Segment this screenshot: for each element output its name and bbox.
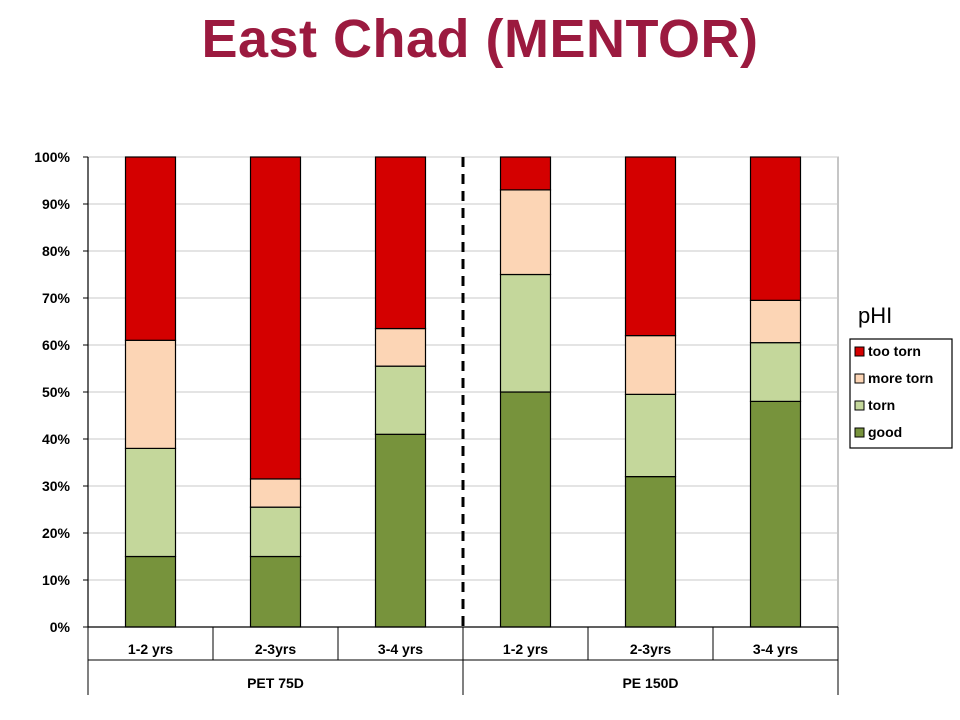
legend-swatch bbox=[854, 427, 865, 438]
gridlines bbox=[87, 156, 839, 628]
y-tick-label: 30% bbox=[42, 478, 71, 494]
bar-segment bbox=[124, 555, 177, 628]
bar-segment bbox=[374, 156, 427, 330]
y-tick-label: 90% bbox=[42, 196, 71, 212]
slide-title: East Chad (MENTOR) bbox=[201, 9, 759, 69]
bar-segment bbox=[499, 156, 552, 191]
bar-segment bbox=[499, 189, 552, 276]
y-tick-label: 70% bbox=[42, 290, 71, 306]
bar-segment bbox=[374, 433, 427, 628]
x-group-label: PET 75D bbox=[247, 675, 304, 691]
legend-swatch bbox=[854, 346, 865, 357]
y-tick-label: 60% bbox=[42, 337, 71, 353]
bar-segment bbox=[249, 156, 302, 480]
legend-label: torn bbox=[868, 397, 895, 413]
bar-segment bbox=[249, 506, 302, 558]
y-tick-label: 20% bbox=[42, 525, 71, 541]
bar-segment bbox=[249, 555, 302, 628]
legend-swatch bbox=[854, 373, 865, 384]
y-tick-label: 10% bbox=[42, 572, 71, 588]
y-tick-label: 50% bbox=[42, 384, 71, 400]
bar-segment bbox=[749, 342, 802, 402]
bar-segment bbox=[624, 393, 677, 478]
y-axis-ticks: 0% 10% 20% 30% 40% 50% 60% 70% 80% 90% 100% bbox=[34, 149, 88, 635]
legend-title: pHI bbox=[858, 303, 892, 328]
x-axis-table: 1-2 yrs 2-3yrs 3-4 yrs 1-2 yrs 2-3yrs 3-4 yrs… bbox=[87, 627, 839, 695]
x-group-label: PE 150D bbox=[622, 675, 678, 691]
bar-segment bbox=[624, 335, 677, 395]
bar-segment bbox=[124, 156, 177, 341]
legend-box bbox=[849, 338, 953, 449]
legend-label: too torn bbox=[868, 343, 921, 359]
bar-segment bbox=[499, 273, 552, 393]
bar-segment bbox=[749, 299, 802, 344]
bar-segment bbox=[499, 391, 552, 628]
legend-swatch bbox=[854, 400, 865, 411]
legend: pHI too torn more torn torn good bbox=[849, 303, 953, 449]
bar-segment bbox=[374, 365, 427, 435]
x-category-label: 2-3yrs bbox=[630, 641, 671, 657]
x-category-label: 3-4 yrs bbox=[753, 641, 798, 657]
y-tick-label: 100% bbox=[34, 149, 70, 165]
x-category-label: 3-4 yrs bbox=[378, 641, 423, 657]
bar-segment bbox=[124, 339, 177, 449]
x-category-label: 1-2 yrs bbox=[503, 641, 548, 657]
y-tick-label: 40% bbox=[42, 431, 71, 447]
bar-segment bbox=[374, 327, 427, 367]
x-category-label: 1-2 yrs bbox=[128, 641, 173, 657]
bar-segment bbox=[749, 156, 802, 301]
bar-segment bbox=[249, 478, 302, 508]
y-tick-label: 80% bbox=[42, 243, 71, 259]
bar-segment bbox=[124, 447, 177, 558]
legend-label: good bbox=[868, 424, 902, 440]
bar-segment bbox=[624, 476, 677, 628]
y-tick-label: 0% bbox=[50, 619, 71, 635]
x-category-label: 2-3yrs bbox=[255, 641, 296, 657]
bars bbox=[124, 156, 802, 628]
bar-segment bbox=[624, 156, 677, 337]
legend-label: more torn bbox=[868, 370, 933, 386]
bar-segment bbox=[749, 400, 802, 628]
